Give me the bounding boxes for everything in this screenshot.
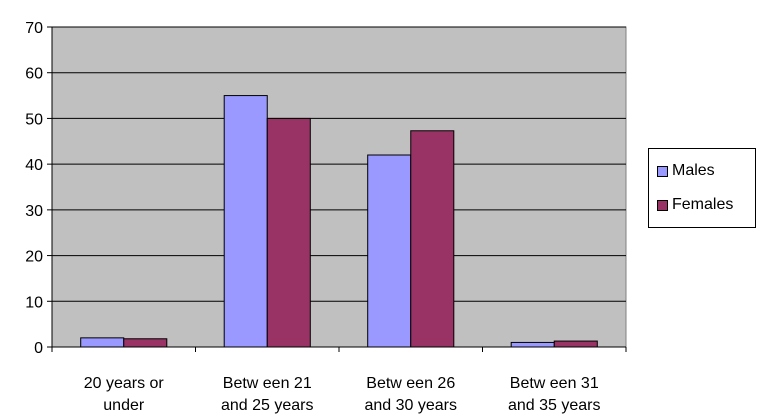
legend-label-females: Females (672, 196, 734, 213)
bar-males-2 (367, 154, 412, 348)
y-tick-label: 0 (34, 340, 43, 357)
legend-swatch-females (657, 199, 668, 211)
category-label: 20 years or under (84, 375, 165, 414)
y-tick-label: 30 (25, 203, 43, 220)
bar-males-1 (223, 95, 268, 348)
category-label: Betw een 21 and 25 years (221, 375, 314, 414)
bar-males-0 (80, 337, 125, 348)
y-tick-label: 60 (25, 66, 43, 83)
category-label: Betw een 31 and 35 years (508, 375, 601, 414)
legend-item-males: Males (657, 161, 715, 181)
category-labels: 20 years or under Betw een 21 and 25 years B… (84, 375, 601, 414)
y-tick-label: 20 (25, 249, 43, 266)
legend: Males Females (648, 148, 756, 228)
y-tick-labels: 0 10 20 30 40 50 60 70 (25, 20, 43, 357)
y-tick-label: 40 (25, 157, 43, 174)
y-tick-label: 10 (25, 294, 43, 311)
bars (80, 95, 598, 348)
category-label: Betw een 26 and 30 years (364, 375, 457, 414)
axes (47, 26, 627, 352)
plot-area (51, 26, 627, 348)
plot-background (51, 26, 627, 348)
bar-females-2 (410, 130, 455, 348)
y-tick-label: 50 (25, 111, 43, 128)
bar-females-0 (123, 338, 168, 348)
legend-item-females: Females (657, 195, 733, 215)
bar-females-3 (553, 340, 598, 348)
legend-label-males: Males (672, 162, 715, 179)
gridlines (52, 26, 626, 302)
bar-males-3 (510, 341, 555, 348)
legend-swatch-males (657, 165, 668, 177)
y-tick-label: 70 (25, 20, 43, 37)
bar-females-1 (266, 117, 311, 348)
